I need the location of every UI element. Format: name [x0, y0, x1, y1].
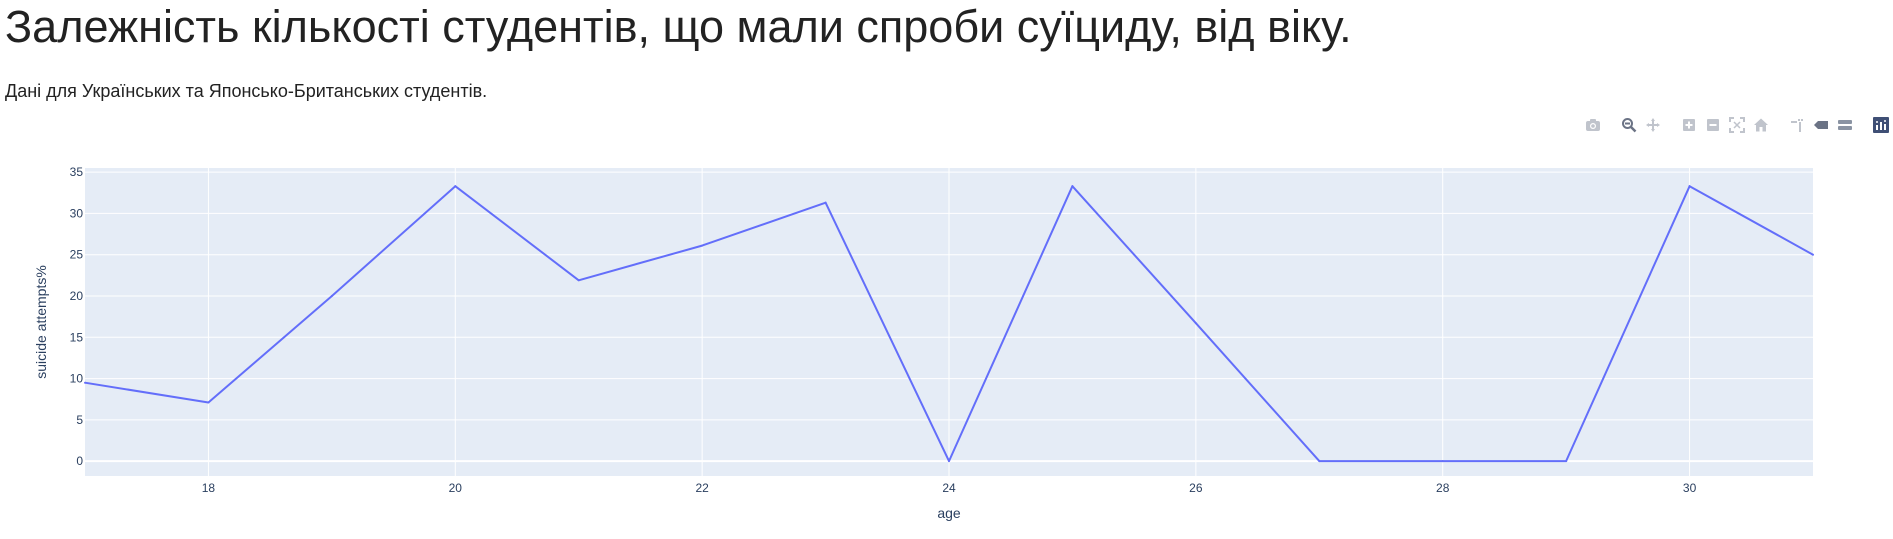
x-tick-label: 26 [1189, 481, 1203, 495]
y-tick-label: 15 [70, 330, 84, 344]
data-point[interactable] [1441, 460, 1444, 463]
page-title: Залежність кількості студентів, що мали … [5, 1, 1352, 52]
data-point[interactable] [330, 294, 333, 297]
y-tick-label: 10 [70, 372, 84, 386]
data-point[interactable] [1318, 460, 1321, 463]
series-layer [84, 185, 1814, 463]
modebar-group-hover [1785, 114, 1857, 136]
page-subtitle: Дані для Українських та Японсько-Британс… [5, 81, 488, 101]
data-point[interactable] [207, 401, 210, 404]
y-tick-label: 20 [70, 289, 84, 303]
modebar-group-logo [1869, 114, 1893, 136]
hover-compare-icon[interactable] [1833, 114, 1857, 136]
y-tick-label: 0 [76, 454, 83, 468]
zoom-out-icon[interactable] [1701, 114, 1725, 136]
data-point[interactable] [1688, 185, 1691, 188]
spike-lines-icon[interactable] [1785, 114, 1809, 136]
data-point[interactable] [1812, 253, 1814, 256]
autoscale-icon[interactable] [1725, 114, 1749, 136]
data-point[interactable] [1565, 460, 1568, 463]
y-tick-label: 25 [70, 248, 84, 262]
camera-icon[interactable] [1581, 114, 1605, 136]
axis-ticks: 18 20 22 24 26 28 30 0 5 10 15 20 25 30 35 [70, 165, 1697, 495]
data-point[interactable] [824, 201, 827, 204]
modebar-group-export [1581, 114, 1605, 136]
data-point[interactable] [1194, 322, 1197, 325]
home-icon[interactable] [1749, 114, 1773, 136]
data-point[interactable] [84, 381, 86, 384]
y-tick-label: 5 [76, 413, 83, 427]
data-point[interactable] [701, 244, 704, 247]
y-tick-label: 35 [70, 165, 84, 179]
x-tick-label: 30 [1683, 481, 1697, 495]
data-point[interactable] [454, 185, 457, 188]
x-tick-label: 20 [449, 481, 463, 495]
modebar [1569, 114, 1893, 136]
hover-closest-icon[interactable] [1809, 114, 1833, 136]
modebar-group-zoom [1677, 114, 1773, 136]
zoom-in-icon[interactable] [1677, 114, 1701, 136]
data-point[interactable] [948, 460, 950, 463]
x-axis-title: age [937, 505, 961, 521]
x-tick-label: 18 [202, 481, 216, 495]
x-tick-label: 24 [942, 481, 956, 495]
modebar-group-drag [1617, 114, 1665, 136]
data-point[interactable] [577, 279, 580, 282]
zoom-icon[interactable] [1617, 114, 1641, 136]
x-tick-label: 28 [1436, 481, 1450, 495]
plotly-logo-icon[interactable] [1869, 114, 1893, 136]
y-axis-title: suicide attempts% [33, 265, 49, 379]
pan-icon[interactable] [1641, 114, 1665, 136]
y-tick-label: 30 [70, 206, 84, 220]
data-point[interactable] [1071, 185, 1074, 188]
x-tick-label: 22 [695, 481, 709, 495]
